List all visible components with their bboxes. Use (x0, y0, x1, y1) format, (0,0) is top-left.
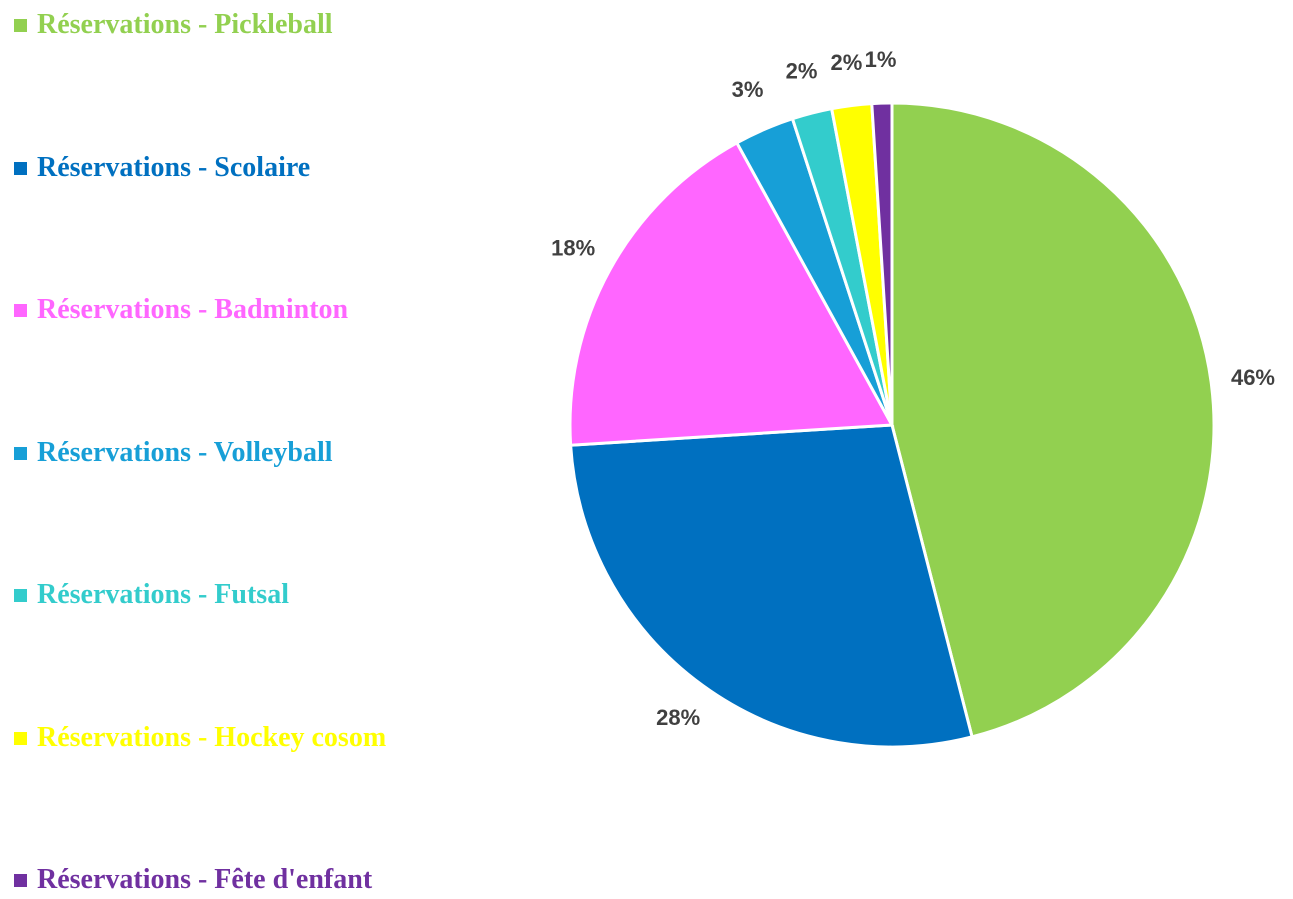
legend-item: Réservations - Futsal (14, 578, 289, 612)
legend-swatch (14, 19, 27, 32)
legend-label: Réservations - Badminton (37, 294, 349, 325)
legend-swatch (14, 874, 27, 887)
legend-label: Réservations - Pickleball (37, 9, 333, 40)
data-label: 2% (830, 50, 862, 75)
legend-label: Réservations - Futsal (37, 579, 289, 610)
legend-label: Réservations - Scolaire (37, 151, 311, 183)
pie-slice (569, 423, 974, 749)
pie-slice (890, 101, 1216, 739)
legend-item: Réservations - Fête d'enfant (14, 863, 372, 897)
data-label: 3% (732, 77, 764, 102)
legend-swatch (14, 589, 27, 602)
data-label: 1% (865, 47, 897, 72)
legend-swatch (14, 446, 27, 460)
data-label: 2% (786, 58, 818, 83)
data-label: 18% (551, 236, 595, 261)
legend-label: Réservations - Volleyball (37, 436, 333, 468)
legend-item: Réservations - Pickleball (14, 8, 333, 42)
pie-slice (568, 140, 895, 447)
legend-item: Réservations - Hockey cosom (14, 721, 397, 755)
data-label: 28% (656, 705, 700, 730)
legend-item: Réservations - Volleyball (14, 436, 333, 470)
legend-swatch (14, 731, 27, 745)
legend-item: Réservations - Badminton (14, 293, 348, 327)
legend-item: Réservations - Scolaire (14, 151, 310, 185)
pie-slice (870, 101, 894, 426)
legend-label: Réservations - Fête d'enfant (37, 864, 373, 895)
legend-swatch (14, 304, 27, 317)
data-label: 46% (1231, 365, 1275, 390)
legend-label: Réservations - Hockey cosom (37, 721, 387, 753)
legend-swatch (14, 161, 27, 175)
